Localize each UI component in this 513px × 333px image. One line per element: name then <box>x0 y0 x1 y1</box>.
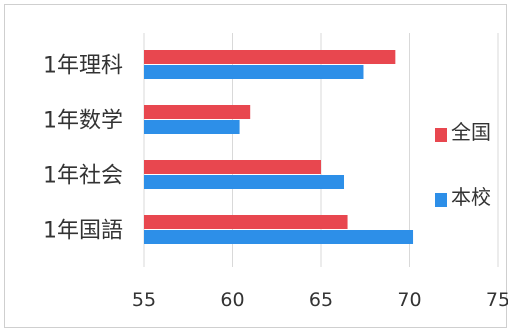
bar-national-1 <box>144 105 251 119</box>
x-tick-75: 75 <box>486 289 508 311</box>
legend-label-school: 本校 <box>451 185 491 209</box>
bar-national-2 <box>144 160 321 174</box>
legend-label-national: 全国 <box>451 120 491 144</box>
bar-national-0 <box>144 50 396 64</box>
bar-school-2 <box>144 175 345 189</box>
x-tick-70: 70 <box>397 289 421 311</box>
category-label: 1年社会 <box>43 164 123 189</box>
category-labels: 1年理科 1年数学 1年社会 1年国語 <box>43 54 123 244</box>
x-tick-labels: 55 60 65 70 75 <box>132 289 508 311</box>
bars <box>144 50 414 244</box>
legend-swatch-school <box>435 193 447 207</box>
legend-swatch-national <box>435 128 447 142</box>
x-tick-65: 65 <box>309 289 333 311</box>
bar-school-1 <box>144 120 240 134</box>
category-label: 1年数学 <box>43 109 123 134</box>
x-tick-55: 55 <box>132 289 156 311</box>
bar-national-3 <box>144 215 348 229</box>
category-label: 1年国語 <box>43 219 123 244</box>
x-tick-60: 60 <box>220 289 244 311</box>
bar-school-0 <box>144 65 364 79</box>
bar-school-3 <box>144 230 414 244</box>
chart-frame: 1年理科 1年数学 1年社会 1年国語 55 60 65 70 75 全国本校 <box>4 4 508 328</box>
category-label: 1年理科 <box>43 54 123 79</box>
